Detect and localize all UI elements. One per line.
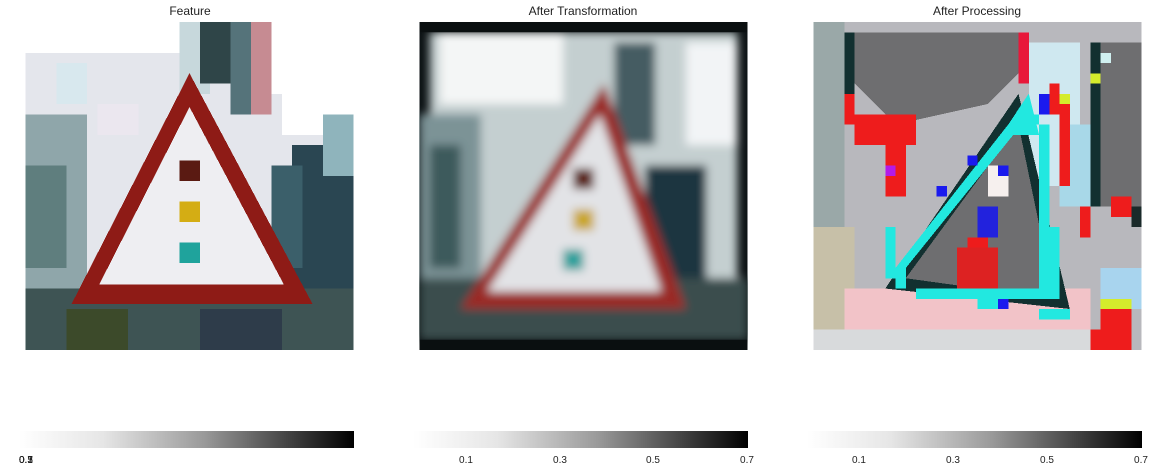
panel-title-feature: Feature: [169, 4, 211, 18]
after-processing-colorbar-tick: 0.3: [946, 455, 960, 466]
feature-colorbar-tick: 0.1: [19, 455, 33, 466]
after-transformation-colorbar-tick: 0.5: [646, 455, 660, 466]
feature-image-svg: [25, 22, 354, 350]
after-processing-image: [813, 22, 1142, 350]
feature-colorbar: [19, 431, 354, 448]
feature-colorbar-tick: 0.3: [19, 455, 33, 466]
after-processing-colorbar-tick: 0.1: [852, 455, 866, 466]
feature-colorbar-tick: 0.7: [19, 455, 33, 466]
after-transformation-colorbar-tick: 0.3: [553, 455, 567, 466]
panel-title-after-processing: After Processing: [932, 4, 1022, 18]
after-transformation-colorbar-tick: 0.1: [459, 455, 473, 466]
after-processing-colorbar-tick: 0.5: [1040, 455, 1054, 466]
after-processing-colorbar-tick: 0.7: [1134, 455, 1148, 466]
after-transformation-image: [419, 22, 748, 350]
after-processing-colorbar: [807, 431, 1142, 448]
feature-image: [25, 22, 354, 350]
after-transformation-colorbar-tick: 0.7: [740, 455, 754, 466]
after-transformation-image-svg: [419, 22, 748, 350]
panel-title-after-transformation: After Transformation: [528, 4, 638, 18]
after-processing-image-svg: [813, 22, 1142, 350]
after-transformation-colorbar: [413, 431, 748, 448]
feature-colorbar-tick: 0.5: [19, 455, 33, 466]
